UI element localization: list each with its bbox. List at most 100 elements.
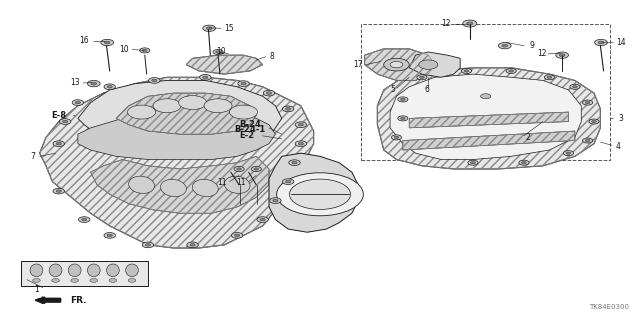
Polygon shape [409,52,460,77]
Text: E-2: E-2 [239,131,254,140]
Circle shape [401,117,405,120]
Circle shape [298,142,303,145]
Circle shape [468,160,478,165]
Circle shape [104,41,110,44]
Circle shape [257,217,268,222]
Circle shape [179,96,207,109]
Circle shape [104,233,115,238]
Circle shape [397,97,408,102]
Circle shape [461,69,472,73]
Circle shape [91,82,97,85]
Ellipse shape [161,179,186,197]
Circle shape [582,100,593,105]
Circle shape [397,116,408,121]
Circle shape [241,82,246,85]
Circle shape [285,108,291,110]
Circle shape [56,190,61,192]
Circle shape [145,244,150,246]
Circle shape [206,27,212,30]
Circle shape [88,80,100,87]
Circle shape [200,74,211,80]
Ellipse shape [193,179,218,197]
Circle shape [544,75,554,80]
Circle shape [463,20,477,27]
Circle shape [269,198,281,204]
Circle shape [582,138,593,143]
Circle shape [79,217,90,222]
Circle shape [53,188,65,194]
Ellipse shape [68,264,81,277]
Circle shape [481,94,491,99]
Circle shape [390,62,403,68]
Circle shape [203,76,208,78]
Circle shape [143,49,147,52]
Circle shape [266,92,271,94]
Circle shape [52,278,60,282]
Circle shape [273,199,278,202]
Circle shape [142,242,154,248]
Circle shape [470,161,476,164]
Ellipse shape [49,264,62,277]
Ellipse shape [106,264,119,277]
Text: 14: 14 [616,38,625,47]
Circle shape [203,25,216,32]
Circle shape [420,76,424,78]
Circle shape [204,99,232,113]
Circle shape [82,218,87,221]
Circle shape [237,168,241,170]
Text: 3: 3 [618,114,623,123]
Circle shape [285,180,291,183]
Text: 17: 17 [353,60,363,69]
Circle shape [254,168,259,170]
Polygon shape [78,80,282,153]
Circle shape [292,161,297,164]
Circle shape [289,179,351,210]
Circle shape [295,122,307,128]
Polygon shape [365,49,435,80]
Ellipse shape [30,264,43,277]
Text: E-8: E-8 [51,111,66,120]
Circle shape [71,278,79,282]
Polygon shape [91,156,269,213]
Ellipse shape [88,264,100,277]
Circle shape [559,54,565,56]
Polygon shape [378,68,600,169]
Circle shape [563,151,573,156]
Circle shape [547,76,552,78]
Circle shape [127,105,156,119]
Circle shape [72,100,84,105]
Circle shape [251,167,261,172]
Circle shape [392,135,401,140]
Circle shape [595,39,607,46]
Text: 2: 2 [525,133,530,142]
Circle shape [467,22,473,25]
Circle shape [238,81,249,86]
Circle shape [33,278,40,282]
Text: TK84E0300: TK84E0300 [589,304,629,310]
Text: B-24: B-24 [239,120,260,129]
Polygon shape [186,55,262,74]
Circle shape [213,49,223,55]
Circle shape [276,173,364,216]
Circle shape [570,84,580,89]
Text: 13: 13 [70,78,80,87]
Text: 7: 7 [31,152,36,161]
FancyArrow shape [35,297,61,303]
Circle shape [128,278,136,282]
Circle shape [502,44,508,47]
Circle shape [60,119,71,124]
Text: 8: 8 [270,52,275,61]
Text: B-24-1: B-24-1 [234,125,266,134]
Text: 11: 11 [236,178,246,187]
Text: 10: 10 [216,48,226,56]
Text: 6: 6 [424,85,429,94]
Circle shape [586,139,590,142]
Circle shape [394,136,399,138]
Circle shape [419,60,438,69]
Circle shape [76,101,81,104]
Circle shape [556,52,568,58]
Ellipse shape [125,264,138,277]
Text: 4: 4 [616,142,621,151]
Circle shape [263,90,275,96]
Circle shape [586,101,590,104]
